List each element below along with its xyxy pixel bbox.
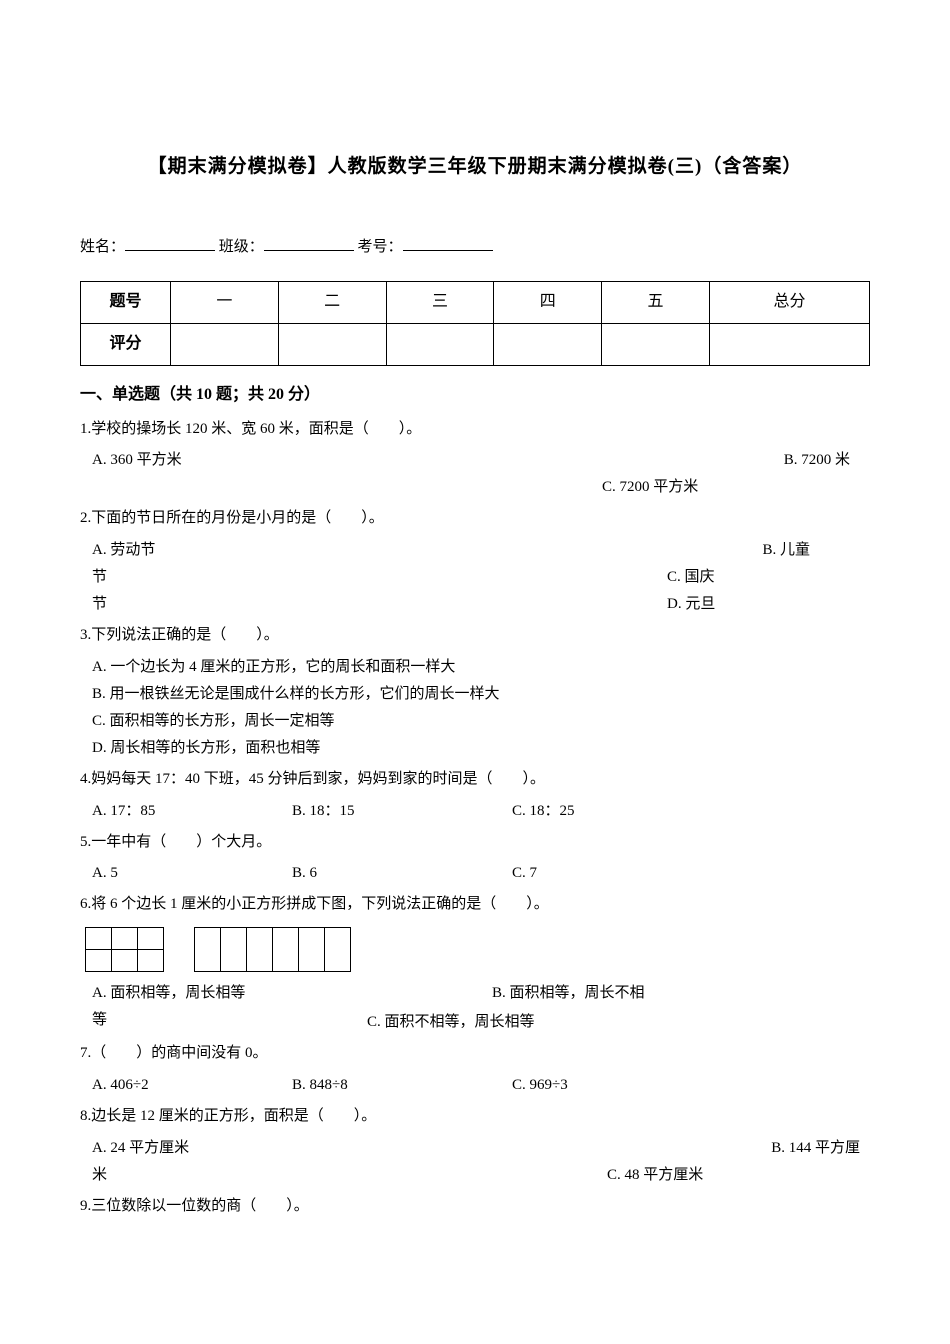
- q6-opt-b2: 等: [92, 1007, 107, 1036]
- q4-opt-a: A. 17：85: [92, 798, 292, 825]
- q5-opt-c: C. 7: [512, 860, 537, 887]
- exam-title: 【期末满分模拟卷】人教版数学三年级下册期末满分模拟卷(三)（含答案）: [80, 150, 870, 184]
- cell: 总分: [709, 282, 869, 324]
- q7-opt-a: A. 406÷2: [92, 1072, 292, 1099]
- q2-opt-d: D. 元旦: [667, 591, 715, 618]
- q8-options: A. 24 平方厘米 B. 144 平方厘 米 C. 48 平方厘米: [80, 1135, 870, 1189]
- q6-opt-b: B. 面积相等，周长不相: [492, 980, 645, 1007]
- q6-opt-c: C. 面积不相等，周长相等: [367, 1009, 535, 1036]
- cell-blank[interactable]: [278, 323, 386, 365]
- question-1: 1.学校的操场长 120 米、宽 60 米，面积是（ ）。: [80, 416, 870, 444]
- class-blank[interactable]: [264, 235, 354, 251]
- q6-figures: [80, 927, 870, 972]
- cell-label: 评分: [81, 323, 171, 365]
- q2-opt-c2: 节: [92, 591, 107, 618]
- q6-options: A. 面积相等，周长相等 B. 面积相等，周长不相 等 C. 面积不相等，周长相…: [80, 980, 870, 1036]
- question-7: 7.（ ）的商中间没有 0。: [80, 1040, 870, 1068]
- q3-opt-a: A. 一个边长为 4 厘米的正方形，它的周长和面积一样大: [92, 654, 870, 681]
- cell-blank[interactable]: [602, 323, 710, 365]
- q4-options: A. 17：85 B. 18：15 C. 18：25: [80, 798, 870, 825]
- score-table: 题号 一 二 三 四 五 总分 评分: [80, 281, 870, 366]
- q7-options: A. 406÷2 B. 848÷8 C. 969÷3: [80, 1072, 870, 1099]
- figure-2x3: [85, 927, 164, 972]
- q4-opt-c: C. 18：25: [512, 798, 575, 825]
- cell: 五: [602, 282, 710, 324]
- name-label: 姓名：: [80, 239, 125, 255]
- figure-1x6: [194, 927, 351, 972]
- question-5: 5.一年中有（ ）个大月。: [80, 829, 870, 857]
- q7-opt-b: B. 848÷8: [292, 1072, 512, 1099]
- q1-opt-b: B. 7200 米: [784, 447, 850, 474]
- question-2: 2.下面的节日所在的月份是小月的是（ ）。: [80, 505, 870, 533]
- q5-options: A. 5 B. 6 C. 7: [80, 860, 870, 887]
- q7-opt-c: C. 969÷3: [512, 1072, 568, 1099]
- q2-opt-a: A. 劳动节: [92, 537, 155, 564]
- q3-opt-b: B. 用一根铁丝无论是围成什么样的长方形，它们的周长一样大: [92, 681, 870, 708]
- q2-opt-b2: 节: [92, 564, 107, 591]
- cell-blank[interactable]: [386, 323, 494, 365]
- q1-options: A. 360 平方米 B. 7200 米 C. 7200 平方米: [80, 447, 870, 501]
- question-8: 8.边长是 12 厘米的正方形，面积是（ ）。: [80, 1103, 870, 1131]
- question-4: 4.妈妈每天 17：40 下班，45 分钟后到家，妈妈到家的时间是（ ）。: [80, 766, 870, 794]
- q3-opt-c: C. 面积相等的长方形，周长一定相等: [92, 708, 870, 735]
- cell: 二: [278, 282, 386, 324]
- q1-opt-c: C. 7200 平方米: [92, 474, 870, 501]
- cell-blank[interactable]: [494, 323, 602, 365]
- cell: 一: [171, 282, 279, 324]
- cell: 三: [386, 282, 494, 324]
- q2-opt-c: C. 国庆: [667, 564, 715, 591]
- question-9: 9.三位数除以一位数的商（ ）。: [80, 1193, 870, 1221]
- q6-opt-a: A. 面积相等，周长相等: [92, 980, 492, 1007]
- q2-options: A. 劳动节 B. 儿童 节 C. 国庆 节 D. 元旦: [80, 537, 870, 618]
- q5-opt-a: A. 5: [92, 860, 292, 887]
- q3-options: A. 一个边长为 4 厘米的正方形，它的周长和面积一样大 B. 用一根铁丝无论是…: [80, 654, 870, 762]
- name-blank[interactable]: [125, 235, 215, 251]
- cell: 四: [494, 282, 602, 324]
- q2-opt-b: B. 儿童: [762, 537, 810, 564]
- number-label: 考号：: [358, 239, 403, 255]
- class-label: 班级：: [219, 239, 264, 255]
- question-6: 6.将 6 个边长 1 厘米的小正方形拼成下图，下列说法正确的是（ ）。: [80, 891, 870, 919]
- q8-opt-b2: 米: [92, 1162, 107, 1189]
- question-3: 3.下列说法正确的是（ ）。: [80, 622, 870, 650]
- number-blank[interactable]: [403, 235, 493, 251]
- q4-opt-b: B. 18：15: [292, 798, 512, 825]
- section-header: 一、单选题（共 10 题；共 20 分）: [80, 381, 870, 410]
- cell-blank[interactable]: [709, 323, 869, 365]
- q1-opt-a: A. 360 平方米: [92, 447, 182, 474]
- cell-label: 题号: [81, 282, 171, 324]
- table-row: 题号 一 二 三 四 五 总分: [81, 282, 870, 324]
- q8-opt-b: B. 144 平方厘: [771, 1135, 860, 1162]
- q8-opt-c: C. 48 平方厘米: [607, 1162, 703, 1189]
- q5-opt-b: B. 6: [292, 860, 512, 887]
- q3-opt-d: D. 周长相等的长方形，面积也相等: [92, 735, 870, 762]
- q8-opt-a: A. 24 平方厘米: [92, 1135, 189, 1162]
- student-info-line: 姓名： 班级： 考号：: [80, 234, 870, 261]
- cell-blank[interactable]: [171, 323, 279, 365]
- table-row: 评分: [81, 323, 870, 365]
